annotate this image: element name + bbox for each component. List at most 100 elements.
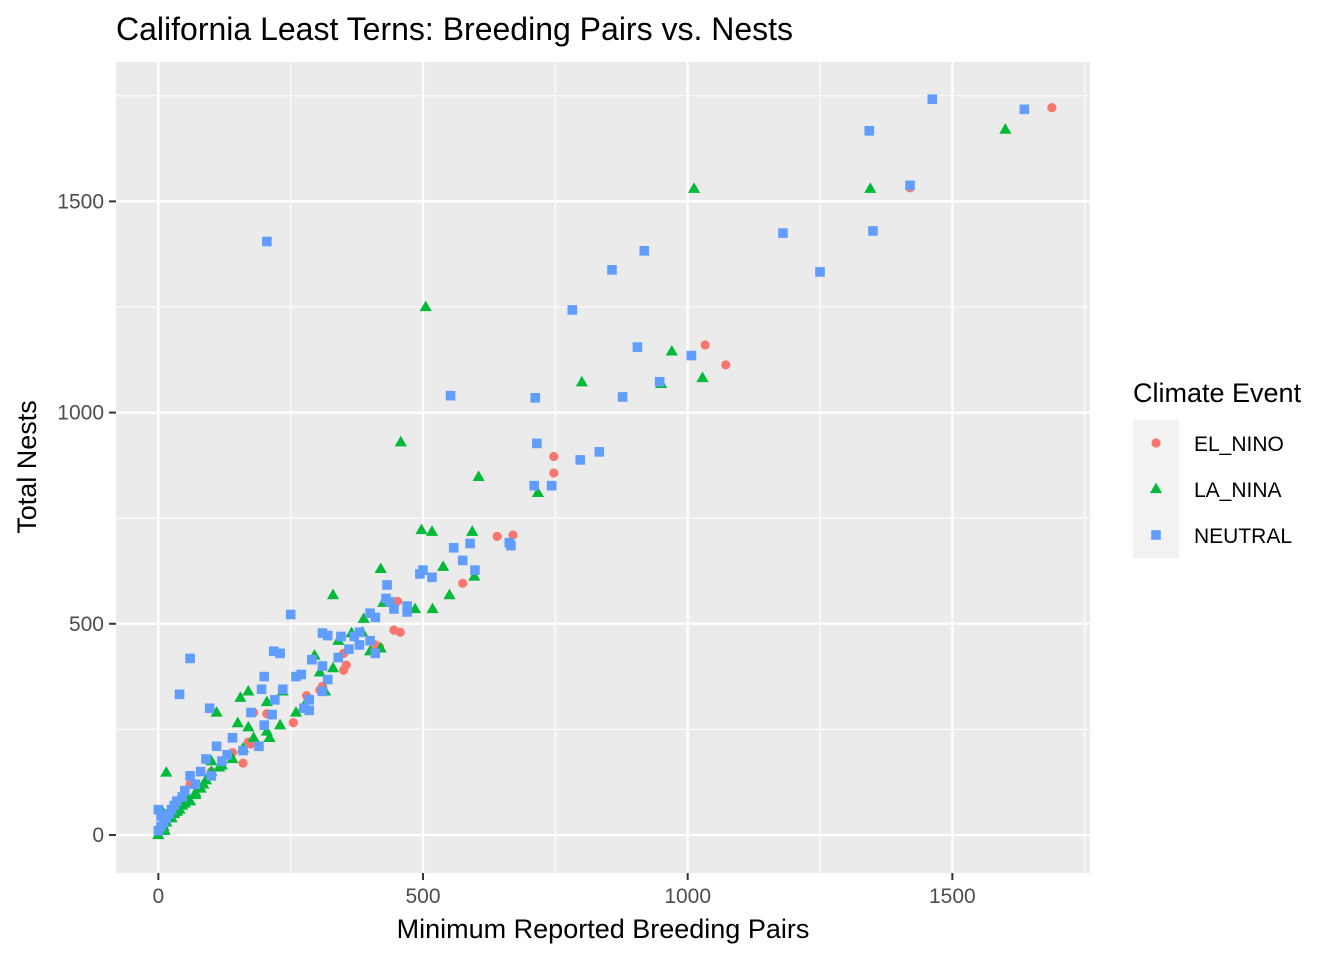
data-point-la-nina [472, 470, 485, 481]
data-point-la-nina [313, 665, 326, 677]
legend-label: EL_NINO [1194, 433, 1284, 456]
data-point-la-nina [242, 684, 255, 696]
data-point-neutral [227, 733, 238, 743]
data-point-neutral [532, 438, 542, 449]
legend-title: Climate Event [1133, 378, 1302, 408]
data-point-neutral [180, 785, 190, 796]
data-point-neutral [370, 648, 381, 659]
data-point-neutral [254, 741, 264, 752]
legend-key-el-nino [1151, 438, 1161, 448]
data-point-la-nina [289, 706, 303, 717]
data-point-el-nino [721, 360, 731, 370]
data-point-neutral [546, 480, 557, 491]
data-point-neutral [470, 565, 480, 575]
x-tick-label: 1000 [664, 885, 711, 908]
data-point-el-nino [549, 468, 559, 478]
data-point-neutral [195, 766, 206, 777]
data-point-el-nino [549, 451, 559, 462]
data-point-neutral [336, 631, 346, 642]
data-point-el-nino [1047, 103, 1057, 113]
data-point-neutral [201, 754, 211, 764]
data-point-neutral [445, 390, 456, 401]
y-axis-title: Total Nests [12, 400, 42, 534]
data-point-neutral [529, 480, 539, 491]
data-point-neutral [304, 705, 315, 716]
data-point-neutral [530, 393, 541, 403]
grid-major [116, 62, 1090, 873]
data-point-neutral [267, 709, 277, 720]
data-point-la-nina [665, 344, 678, 356]
data-point-la-nina [415, 523, 428, 535]
data-point-la-nina [263, 731, 276, 742]
data-point-la-nina [468, 570, 481, 581]
data-point-neutral [427, 572, 437, 583]
data-point-neutral [506, 540, 516, 551]
legend-label: LA_NINA [1194, 479, 1282, 502]
x-tick-label: 1500 [929, 885, 976, 908]
data-point-neutral [156, 811, 166, 821]
data-point-neutral [402, 601, 412, 611]
data-point-el-nino [288, 718, 298, 728]
data-point-neutral [365, 608, 375, 619]
data-point-neutral [222, 749, 232, 760]
y-tick-label: 0 [92, 824, 104, 847]
data-point-neutral [296, 669, 307, 680]
legend: Climate Event EL_NINO LA_NINA NEUTRAL [1133, 378, 1302, 558]
data-point-la-nina [231, 716, 244, 728]
data-point-neutral [185, 771, 195, 781]
data-point-la-nina [437, 560, 450, 571]
data-point-la-nina [226, 752, 239, 764]
data-point-neutral [354, 627, 365, 638]
data-point-neutral [317, 628, 328, 638]
data-point-neutral [457, 555, 468, 566]
data-point-neutral [686, 350, 697, 361]
data-point-la-nina [242, 720, 255, 732]
data-point-neutral [354, 640, 365, 650]
data-point-neutral [285, 609, 296, 620]
data-point-la-nina [531, 486, 544, 498]
data-point-neutral [365, 635, 375, 646]
data-point-la-nina [213, 761, 226, 772]
data-point-neutral [259, 720, 270, 730]
data-point-neutral [448, 542, 459, 553]
data-point-la-nina [425, 525, 439, 536]
data-point-neutral [211, 741, 222, 752]
data-point-neutral [307, 654, 317, 665]
data-point-el-nino [238, 758, 248, 768]
data-point-neutral [246, 707, 256, 718]
data-point-la-nina [426, 602, 439, 614]
data-point-neutral [322, 674, 333, 685]
legend-key-la-nina [1149, 482, 1163, 494]
data-point-neutral [465, 538, 475, 549]
data-point-la-nina [394, 435, 407, 447]
data-point-neutral [153, 825, 164, 836]
data-point-neutral [322, 630, 333, 641]
data-point-neutral [389, 604, 399, 614]
data-point-la-nina [189, 786, 202, 797]
y-axis: 0 500 1000 1500 [57, 190, 116, 847]
data-point-neutral [575, 455, 586, 465]
data-point-neutral [639, 246, 650, 256]
data-point-neutral [384, 597, 395, 607]
data-point-la-nina [197, 777, 210, 789]
data-point-neutral [905, 180, 915, 191]
data-point-neutral [317, 661, 328, 671]
data-point-neutral [344, 644, 354, 654]
data-point-la-nina [326, 588, 340, 600]
data-point-neutral [617, 392, 628, 402]
data-point-la-nina [687, 182, 701, 193]
data-point-la-nina [326, 661, 340, 673]
data-point-neutral [262, 236, 272, 247]
y-tick-label: 1500 [57, 190, 104, 213]
y-tick-label: 500 [69, 613, 104, 636]
data-point-la-nina [466, 525, 479, 536]
data-point-la-nina [176, 799, 189, 810]
data-point-la-nina [210, 706, 223, 717]
data-point-la-nina [260, 695, 273, 707]
data-point-el-nino [339, 665, 349, 675]
data-point-neutral [204, 703, 215, 714]
data-point-neutral [632, 342, 643, 352]
data-point-la-nina [864, 182, 877, 193]
data-point-el-nino [492, 531, 502, 541]
